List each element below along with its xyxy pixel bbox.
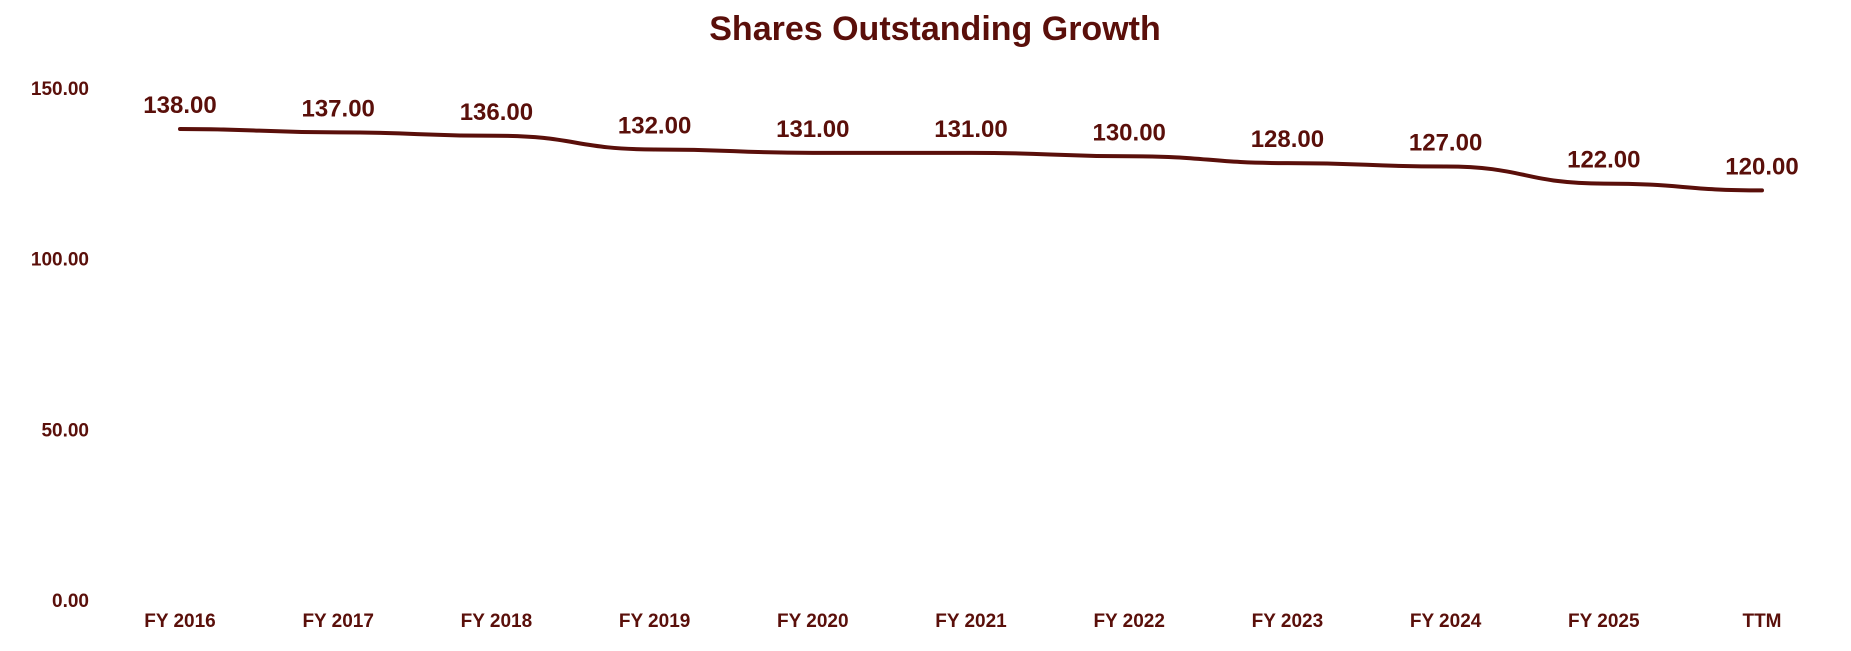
data-label: 120.00 (1725, 153, 1798, 180)
data-label: 132.00 (618, 112, 691, 139)
x-tick-label: TTM (1742, 611, 1781, 632)
data-label: 128.00 (1251, 126, 1324, 153)
x-tick-label: FY 2022 (1093, 611, 1164, 632)
x-tick-label: FY 2025 (1568, 611, 1640, 632)
x-tick-label: FY 2016 (144, 611, 215, 632)
chart-title: Shares Outstanding Growth (709, 10, 1160, 48)
x-tick-label: FY 2023 (1252, 611, 1323, 632)
x-tick-label: FY 2017 (302, 611, 373, 632)
data-label: 137.00 (301, 95, 374, 122)
y-tick-label: 150.00 (31, 79, 89, 100)
data-labels: 138.00 137.00 136.00 132.00 131.00 131.00 130.… (143, 92, 1798, 180)
series-line (178, 126, 1764, 193)
x-tick-label: FY 2024 (1410, 611, 1482, 632)
y-tick-label: 0.00 (52, 591, 89, 612)
data-label: 122.00 (1567, 147, 1640, 174)
x-tick-label: FY 2018 (461, 611, 532, 632)
data-label: 131.00 (776, 116, 849, 143)
data-label: 136.00 (460, 99, 533, 126)
data-label: 127.00 (1409, 130, 1482, 157)
y-tick-label: 100.00 (31, 250, 89, 271)
y-axis-tick-labels: 0.00 50.00 100.00 150.00 (31, 79, 89, 612)
x-tick-label: FY 2021 (935, 611, 1007, 632)
data-label: 138.00 (143, 92, 216, 119)
y-tick-label: 50.00 (41, 420, 89, 441)
data-label: 130.00 (1092, 119, 1165, 146)
x-axis-tick-labels: FY 2016 FY 2017 FY 2018 FY 2019 FY 2020 FY 20… (144, 611, 1781, 632)
x-tick-label: FY 2020 (777, 611, 848, 632)
data-label: 131.00 (934, 116, 1007, 143)
x-tick-label: FY 2019 (619, 611, 690, 632)
